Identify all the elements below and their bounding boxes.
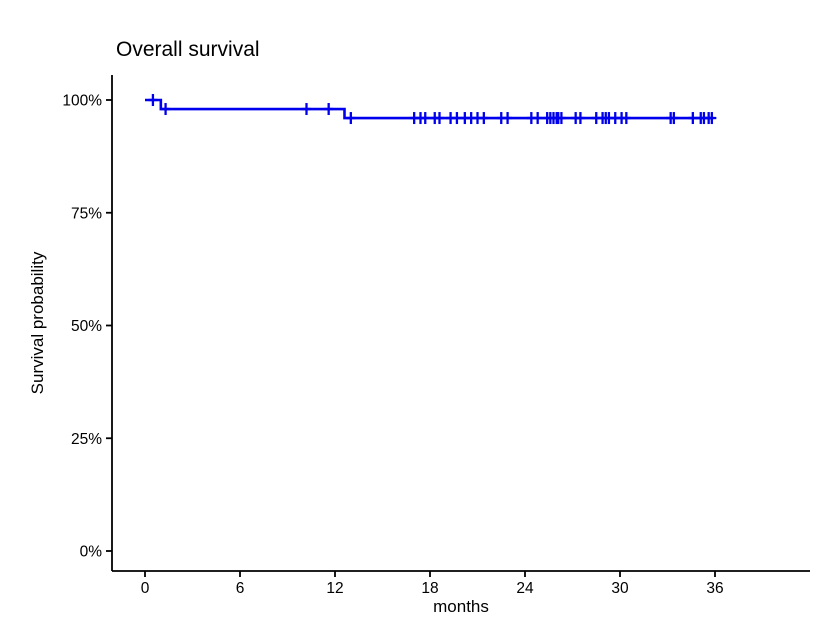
censor-plus-icon xyxy=(452,112,462,125)
x-tick-label: 6 xyxy=(236,580,245,597)
censor-plus-icon xyxy=(533,112,543,125)
x-tick-label: 36 xyxy=(706,580,723,597)
x-tick-label: 0 xyxy=(141,580,150,597)
censor-plus-icon xyxy=(302,103,311,116)
y-tick-label: 75% xyxy=(71,205,102,222)
censor-plus-icon xyxy=(621,112,631,125)
censor-plus-icon xyxy=(556,112,566,125)
censor-plus-icon xyxy=(575,112,585,125)
censor-plus-icon xyxy=(435,112,444,125)
y-tick-label: 0% xyxy=(80,544,103,561)
x-tick-label: 18 xyxy=(421,580,438,597)
y-tick-label: 25% xyxy=(71,431,102,448)
censor-plus-icon xyxy=(148,94,158,106)
censor-plus-icon xyxy=(688,112,698,125)
chart-title: Overall survival xyxy=(116,38,260,61)
y-tick-label: 100% xyxy=(62,93,102,110)
y-axis-ticks: 0% 25% 50% 75% 100% xyxy=(62,93,112,561)
y-tick-label: 50% xyxy=(71,318,102,335)
x-tick-label: 12 xyxy=(326,580,343,597)
x-axis-ticks: 0 6 12 18 24 30 36 xyxy=(141,571,724,597)
censor-plus-icon xyxy=(479,112,489,125)
axes xyxy=(111,75,810,572)
censor-plus-icon xyxy=(161,103,171,116)
survival-step-curve xyxy=(145,98,714,120)
censor-plus-icon xyxy=(707,112,717,125)
censor-marks xyxy=(148,94,717,125)
censor-plus-icon xyxy=(346,112,356,125)
x-tick-label: 30 xyxy=(611,580,629,597)
censor-plus-icon xyxy=(503,112,513,125)
x-tick-label: 24 xyxy=(516,580,534,597)
x-axis-title: months xyxy=(433,597,489,616)
censor-plus-icon xyxy=(324,103,334,116)
censor-plus-icon xyxy=(669,112,679,125)
censor-plus-icon xyxy=(420,112,430,125)
